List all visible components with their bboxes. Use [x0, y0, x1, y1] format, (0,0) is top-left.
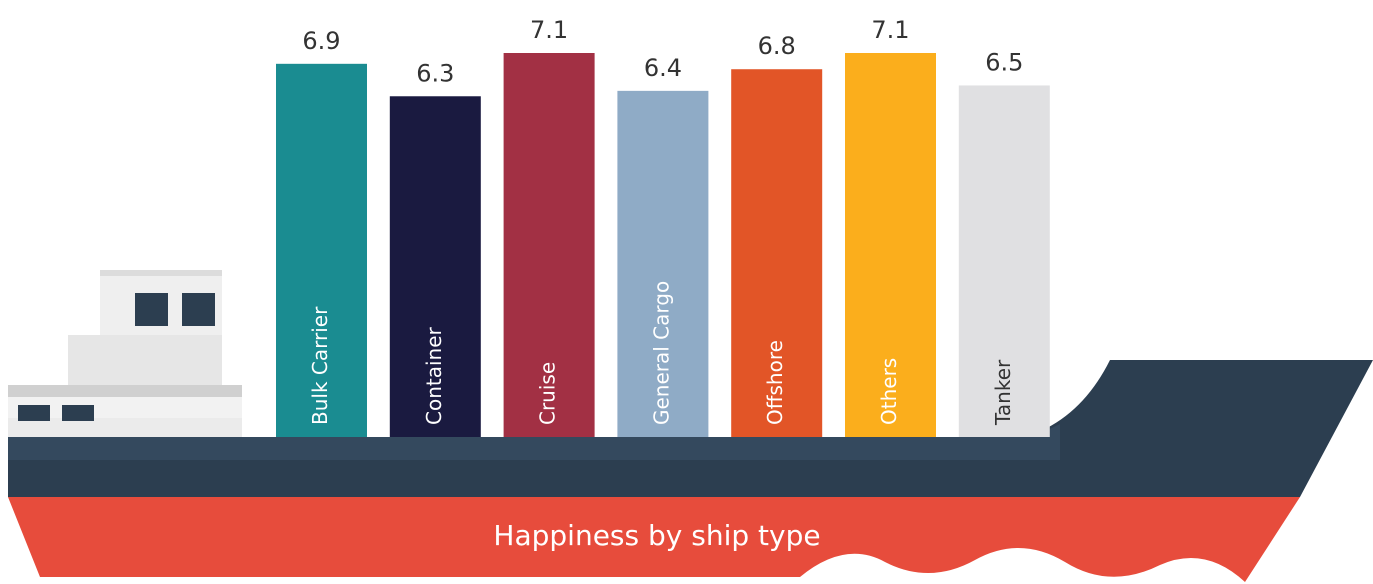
category-label: Container — [422, 326, 446, 425]
value-label: 7.1 — [530, 16, 568, 44]
value-label: 7.1 — [871, 16, 909, 44]
chart: Happiness by ship type 6.9 Bulk Carrier 6.… — [0, 0, 1373, 584]
value-label: 6.5 — [985, 48, 1023, 76]
ship-bridge — [8, 270, 242, 437]
category-label: Offshore — [763, 340, 787, 425]
value-label: 6.3 — [416, 59, 454, 87]
value-label: 6.8 — [758, 32, 796, 60]
category-label: Bulk Carrier — [308, 306, 332, 425]
value-label: 6.9 — [302, 27, 340, 55]
value-label: 6.4 — [644, 54, 682, 82]
category-label: Others — [877, 358, 901, 425]
category-label: General Cargo — [649, 281, 673, 425]
chart-title: Happiness by ship type — [493, 519, 820, 552]
category-label: Tanker — [991, 359, 1015, 426]
category-label: Cruise — [536, 362, 560, 425]
